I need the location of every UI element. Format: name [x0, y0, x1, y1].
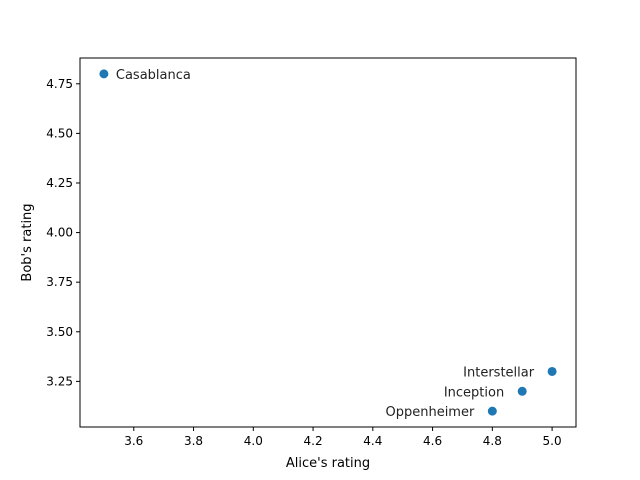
- data-point: [547, 366, 557, 376]
- tick-group: 3.6 3.8 4.0 4.2 4.4 4.6 4.8 5.0 3.25 3.50 3.75 4.00…: [46, 77, 561, 448]
- x-tick-label: 4.2: [304, 434, 323, 448]
- x-axis-label: Alice's rating: [286, 456, 370, 471]
- plot-frame: [79, 57, 577, 428]
- x-tick-label: 3.8: [184, 434, 203, 448]
- x-tick-label: 4.4: [363, 434, 382, 448]
- x-tick-label: 3.6: [124, 434, 143, 448]
- data-point: [99, 69, 109, 79]
- y-axis-label: Bob's rating: [20, 203, 35, 281]
- point-label: Oppenheimer: [385, 405, 474, 420]
- point-label: Interstellar: [463, 365, 535, 380]
- y-tick-label: 4.75: [46, 77, 73, 91]
- y-tick-label: 3.25: [46, 374, 73, 388]
- point-label: Inception: [444, 385, 504, 400]
- x-tick-label: 5.0: [543, 434, 562, 448]
- y-tick-label: 4.25: [46, 176, 73, 190]
- y-tick-label: 3.50: [46, 325, 73, 339]
- x-tick-label: 4.8: [483, 434, 502, 448]
- y-tick-label: 3.75: [46, 275, 73, 289]
- y-tick-label: 4.50: [46, 126, 73, 140]
- x-tick-label: 4.0: [244, 434, 263, 448]
- point-labels: Casablanca Interstellar Inception Oppenheim…: [116, 68, 535, 420]
- y-tick-label: 4.00: [46, 226, 73, 240]
- data-points: [99, 69, 557, 416]
- data-point: [487, 406, 497, 416]
- point-label: Casablanca: [116, 68, 191, 83]
- data-point: [517, 386, 527, 396]
- x-tick-label: 4.6: [423, 434, 442, 448]
